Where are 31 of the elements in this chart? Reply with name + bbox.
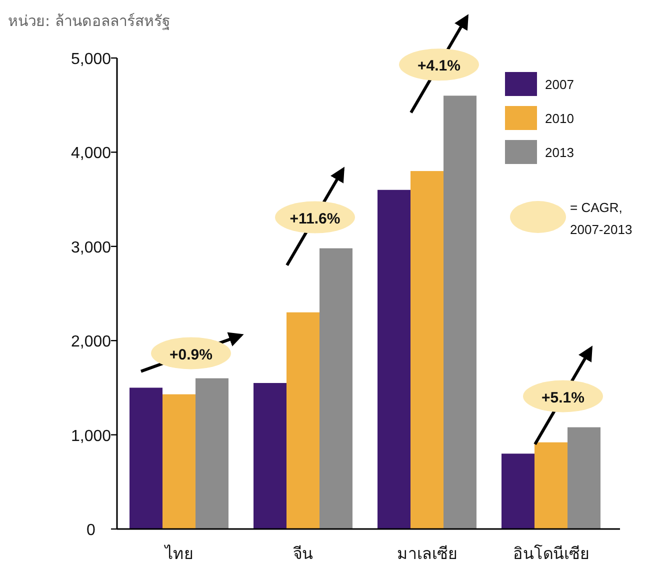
bar xyxy=(286,312,320,529)
legend-label: 2010 xyxy=(545,111,574,126)
legend-label: 2013 xyxy=(545,145,574,160)
bar xyxy=(502,454,534,529)
y-tick-label: 5,000 xyxy=(70,51,112,68)
annotation: +11.6% xyxy=(290,210,340,228)
bar xyxy=(568,427,600,529)
y-tick-label: 0 xyxy=(86,522,96,539)
y-axis-title: หน่วย: ล้านดอลลาร์สหรัฐ xyxy=(8,12,170,30)
annotation: +5.1% xyxy=(542,389,584,406)
bar xyxy=(410,171,444,529)
y-tick-label: 4,000 xyxy=(70,145,112,162)
bar xyxy=(444,96,476,529)
bar xyxy=(130,388,162,529)
bar xyxy=(162,394,196,529)
bar xyxy=(320,248,352,529)
annotation: +0.9% xyxy=(170,346,212,364)
x-tick-label: ไทย xyxy=(163,544,193,563)
annotation: = CAGR, 2007-2013 xyxy=(570,199,634,239)
bar xyxy=(196,378,228,529)
legend-label: 2007 xyxy=(545,77,574,92)
bar xyxy=(534,442,568,529)
x-tick-label: มาเลเซีย xyxy=(397,544,457,563)
y-tick-label: 2,000 xyxy=(70,334,112,351)
x-tick-label: จีน xyxy=(293,544,313,563)
bar xyxy=(254,382,286,529)
annotation: +4.1% xyxy=(418,58,460,75)
x-tick-label: อินโดนีเซีย xyxy=(513,544,589,563)
bar xyxy=(378,190,410,529)
y-tick-label: 1,000 xyxy=(70,428,112,445)
y-tick-label: 3,000 xyxy=(70,239,112,256)
